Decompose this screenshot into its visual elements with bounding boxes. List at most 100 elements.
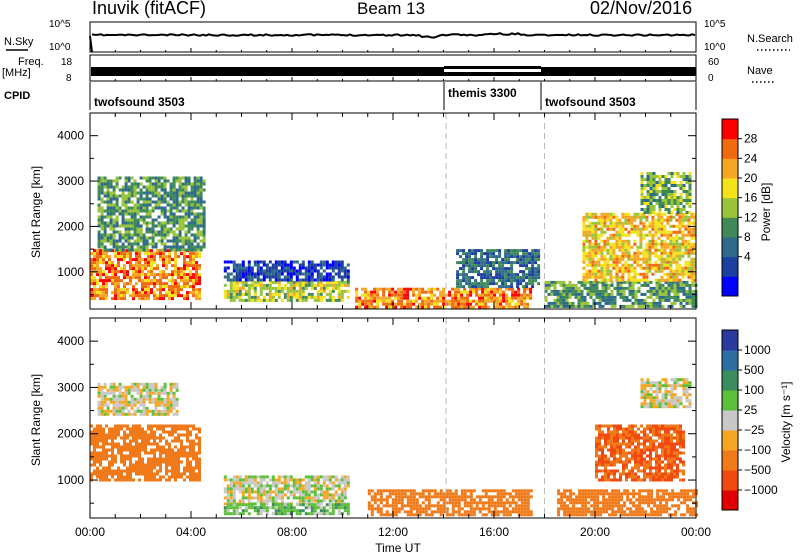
power-cell [388,302,392,306]
power-cell [115,179,119,183]
power-cell [370,299,374,303]
power-cell [136,218,140,222]
power-cell [286,295,290,299]
power-cell [480,249,484,253]
power-cell [109,182,113,186]
power-cell [504,270,508,274]
power-cell [498,255,502,259]
velocity-cell [141,466,144,470]
power-cell [646,181,650,184]
power-cell [480,255,484,259]
power-cell [169,215,173,219]
power-cell [600,224,604,228]
velocity-cell [168,433,171,437]
velocity-cell [343,493,347,497]
power-cell [127,194,131,198]
power-cell [109,239,113,243]
power-cell [681,239,685,243]
power-cell [681,245,685,249]
power-cell [159,297,162,301]
power-cell [100,191,104,195]
velocity-cell [189,430,192,434]
velocity-cell [117,466,120,470]
power-cell [108,258,111,262]
power-cell [442,296,446,300]
velocity-cell [112,394,116,398]
power-cell [109,203,113,207]
velocity-cell [175,409,179,413]
power-cell [111,291,114,295]
power-cell [138,264,141,268]
power-cell [481,299,485,303]
power-cell [193,221,197,225]
velocity-cell [118,397,122,401]
power-cell [595,301,599,305]
power-cell [553,292,557,296]
power-cell [316,280,320,284]
velocity-cell [304,490,308,494]
power-cell [661,298,665,302]
power-cell [693,266,697,270]
power-cell [612,251,616,255]
power-cell [648,224,652,228]
power-cell [202,200,206,204]
power-cell [112,185,116,189]
velocity-cell [298,490,302,494]
power-cell [238,292,242,296]
power-cell [664,295,668,299]
power-cell [693,212,697,216]
power-cell [492,252,496,256]
power-cell [162,264,165,268]
power-cell [531,282,535,286]
power-cell [664,286,668,290]
power-cell [253,292,257,296]
velocity-cell [103,394,107,398]
power-cell [156,297,159,301]
power-cell [601,283,605,287]
velocity-cell [262,509,266,513]
power-cell [121,209,125,213]
velocity-cell [144,436,147,440]
power-cell [442,299,446,303]
power-cell [685,211,689,214]
power-cell [600,269,604,273]
velocity-cell [289,503,293,507]
power-cell [193,212,197,216]
velocity-cell [126,472,129,476]
velocity-cell [159,460,162,464]
power-cell [364,293,368,297]
velocity-cell [130,406,134,410]
power-cell [606,212,610,216]
velocity-cell [271,503,275,507]
power-cell [520,302,524,306]
power-cell [192,264,195,268]
velocity-cell [135,439,138,443]
power-cell [507,270,511,274]
power-cell [657,278,661,282]
velocity-cell [172,412,176,416]
power-cell [687,275,691,279]
velocity-cell [189,445,192,449]
power-cell [507,267,511,271]
power-cell [514,302,518,306]
power-cell [582,278,586,282]
power-cell [474,258,478,262]
power-cell [103,182,107,186]
power-cell [693,242,697,246]
power-cell [192,282,195,286]
power-cell [181,185,185,189]
velocity-cell [256,499,260,503]
velocity-cell [129,472,132,476]
velocity-cell [156,427,159,431]
power-cell [478,296,482,300]
power-cell [175,233,179,237]
power-cell [274,266,278,270]
power-cell [127,236,131,240]
power-cell [154,206,158,210]
power-cell [198,288,201,292]
power-cell [226,278,230,282]
velocity-cell [133,382,137,386]
velocity-cell [177,469,180,473]
power-cell [652,304,656,308]
